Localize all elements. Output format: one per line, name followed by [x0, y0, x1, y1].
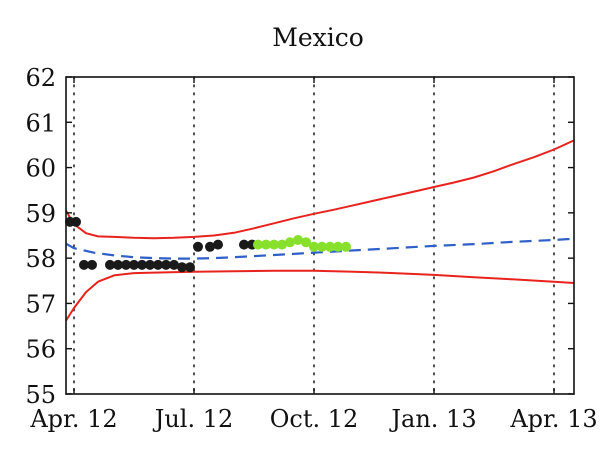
- x-tick-label-1: Jul. 12: [152, 405, 234, 433]
- data-point-0-16: [205, 241, 215, 252]
- y-tick-label-1: 56: [25, 336, 56, 364]
- x-tick-label-3: Jan. 13: [388, 405, 476, 433]
- y-tick-label-5: 60: [25, 155, 56, 183]
- y-tick-label-0: 55: [25, 381, 56, 409]
- y-tick-label-2: 57: [25, 290, 56, 318]
- data-point-0-9: [145, 259, 155, 270]
- data-point-0-7: [129, 259, 139, 270]
- data-point-0-15: [193, 241, 203, 252]
- data-point-1-5: [293, 235, 303, 245]
- series-lines: [65, 139, 575, 322]
- gridlines: [73, 76, 555, 395]
- data-point-0-4: [105, 259, 115, 270]
- data-point-0-3: [87, 259, 97, 270]
- data-point-1-10: [333, 241, 343, 252]
- data-point-0-11: [161, 259, 171, 270]
- y-tick-label-4: 59: [25, 200, 56, 228]
- data-point-1-11: [341, 241, 351, 252]
- data-point-0-10: [153, 259, 163, 270]
- data-point-1-4: [285, 237, 295, 248]
- data-point-1-1: [261, 239, 271, 250]
- data-point-1-0: [253, 239, 263, 250]
- data-point-0-5: [113, 259, 123, 270]
- data-point-1-6: [301, 237, 311, 248]
- y-tick-label-3: 58: [25, 245, 56, 273]
- x-tick-label-0: Apr. 12: [29, 405, 117, 433]
- plot-frame: [65, 76, 575, 395]
- series-line-0: [65, 139, 575, 240]
- chart-title: Mexico: [272, 23, 364, 52]
- data-point-0-1: [71, 216, 81, 227]
- y-tick-label-6: 61: [25, 109, 56, 137]
- x-tick-label-4: Apr. 13: [509, 405, 597, 433]
- data-point-0-13: [177, 262, 187, 273]
- data-point-1-9: [325, 241, 335, 252]
- data-points: [65, 216, 351, 273]
- data-point-1-2: [269, 239, 279, 250]
- y-tick-label-7: 62: [25, 64, 56, 92]
- series-line-1: [65, 269, 575, 322]
- data-point-0-14: [185, 262, 195, 273]
- data-point-0-2: [79, 259, 89, 270]
- data-point-0-8: [137, 259, 147, 270]
- series-line-2: [65, 237, 575, 260]
- x-tick-label-2: Oct. 12: [270, 405, 359, 433]
- data-point-0-6: [121, 259, 131, 270]
- data-point-0-17: [213, 239, 223, 250]
- y-axis-ticks: 55 56 57 58 59 60 61 62: [25, 64, 574, 409]
- data-point-1-7: [309, 241, 319, 252]
- x-axis-ticks: Apr. 12 Jul. 12 Oct. 12 Jan. 13 Apr. 13: [29, 77, 598, 433]
- data-point-1-3: [277, 239, 287, 250]
- data-point-1-8: [317, 241, 327, 252]
- data-point-0-18: [239, 239, 249, 250]
- data-point-0-12: [169, 259, 179, 270]
